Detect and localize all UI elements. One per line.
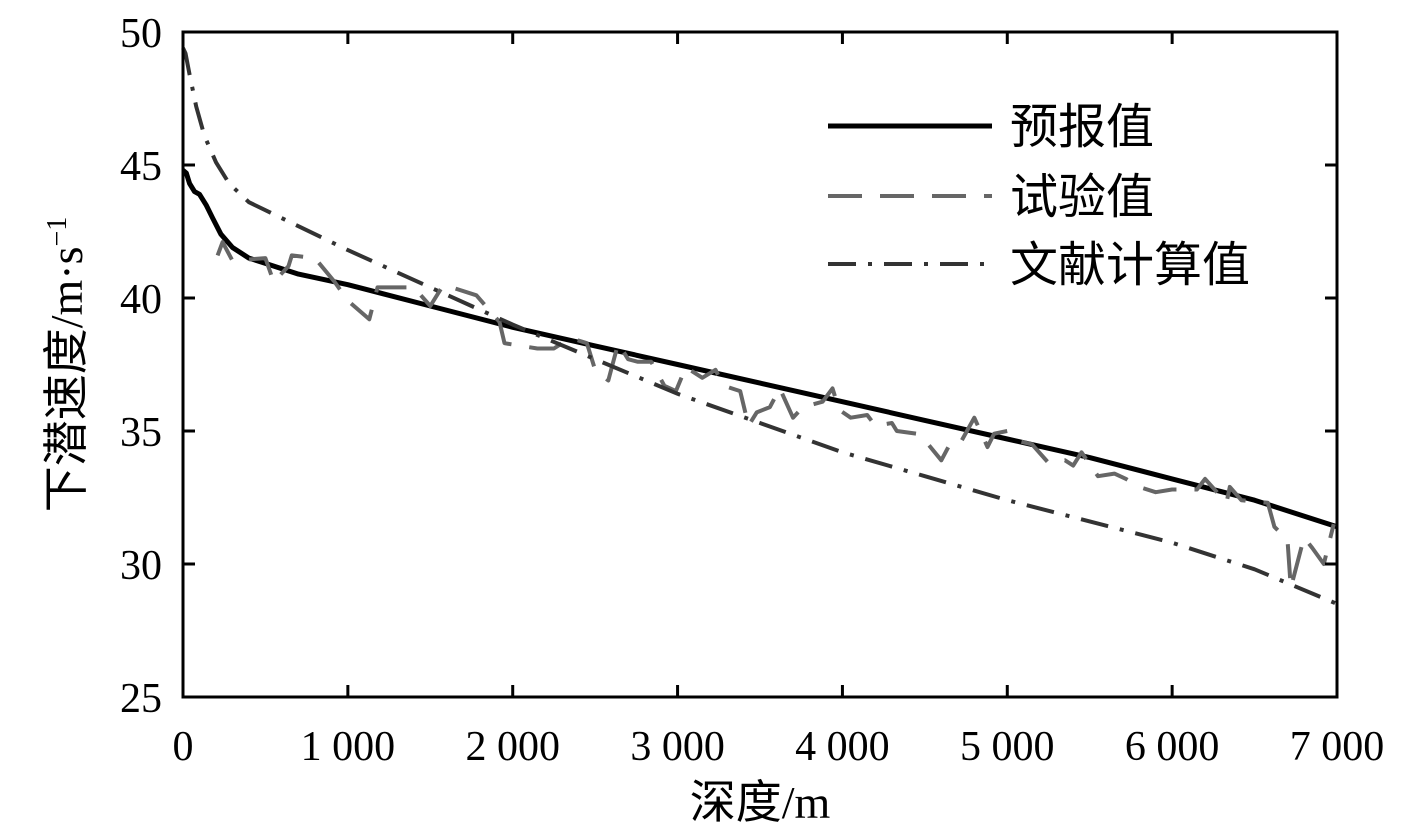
y-axis-title-exponent: −1 [42, 217, 73, 247]
legend-label-1: 试验值 [1010, 171, 1154, 224]
x-tick-label: 5 000 [960, 724, 1055, 770]
series-line-2 [181, 47, 1338, 606]
tick-labels-layer: 0 1 000 2 000 3 000 4 000 5 000 6 000 7 000 25 30… [120, 11, 1384, 770]
x-tick-label: 4 000 [795, 724, 890, 770]
y-tick-label: 50 [120, 11, 162, 57]
y-axis-title-main: 下潜速度/m·s [41, 247, 92, 513]
series-line-0 [181, 168, 1338, 530]
y-axis-title-text: 下潜速度/m·s−1 [41, 217, 92, 513]
series-layer [181, 47, 1338, 606]
plot-frame [181, 30, 1339, 699]
x-tick-label: 1 000 [301, 724, 396, 770]
y-tick-label: 35 [120, 410, 162, 456]
x-tick-label: 0 [173, 724, 194, 770]
y-tick-label: 40 [120, 277, 162, 323]
y-tick-label: 30 [120, 543, 162, 589]
y-tick-label: 45 [120, 144, 162, 190]
x-tick-label: 2 000 [465, 724, 560, 770]
x-tick-label: 3 000 [630, 724, 725, 770]
x-axis-title: 深度/m [690, 777, 831, 827]
legend-label-2: 文献计算值 [1010, 239, 1250, 292]
y-tick-label: 25 [120, 676, 162, 722]
x-tick-label: 6 000 [1125, 724, 1220, 770]
legend-label-0: 预报值 [1010, 101, 1154, 154]
series-line-1 [215, 240, 1336, 590]
y-axis-title: 下潜速度/m·s−1 [41, 217, 92, 513]
ticks-layer [181, 30, 1339, 699]
x-tick-label: 7 000 [1290, 724, 1385, 770]
